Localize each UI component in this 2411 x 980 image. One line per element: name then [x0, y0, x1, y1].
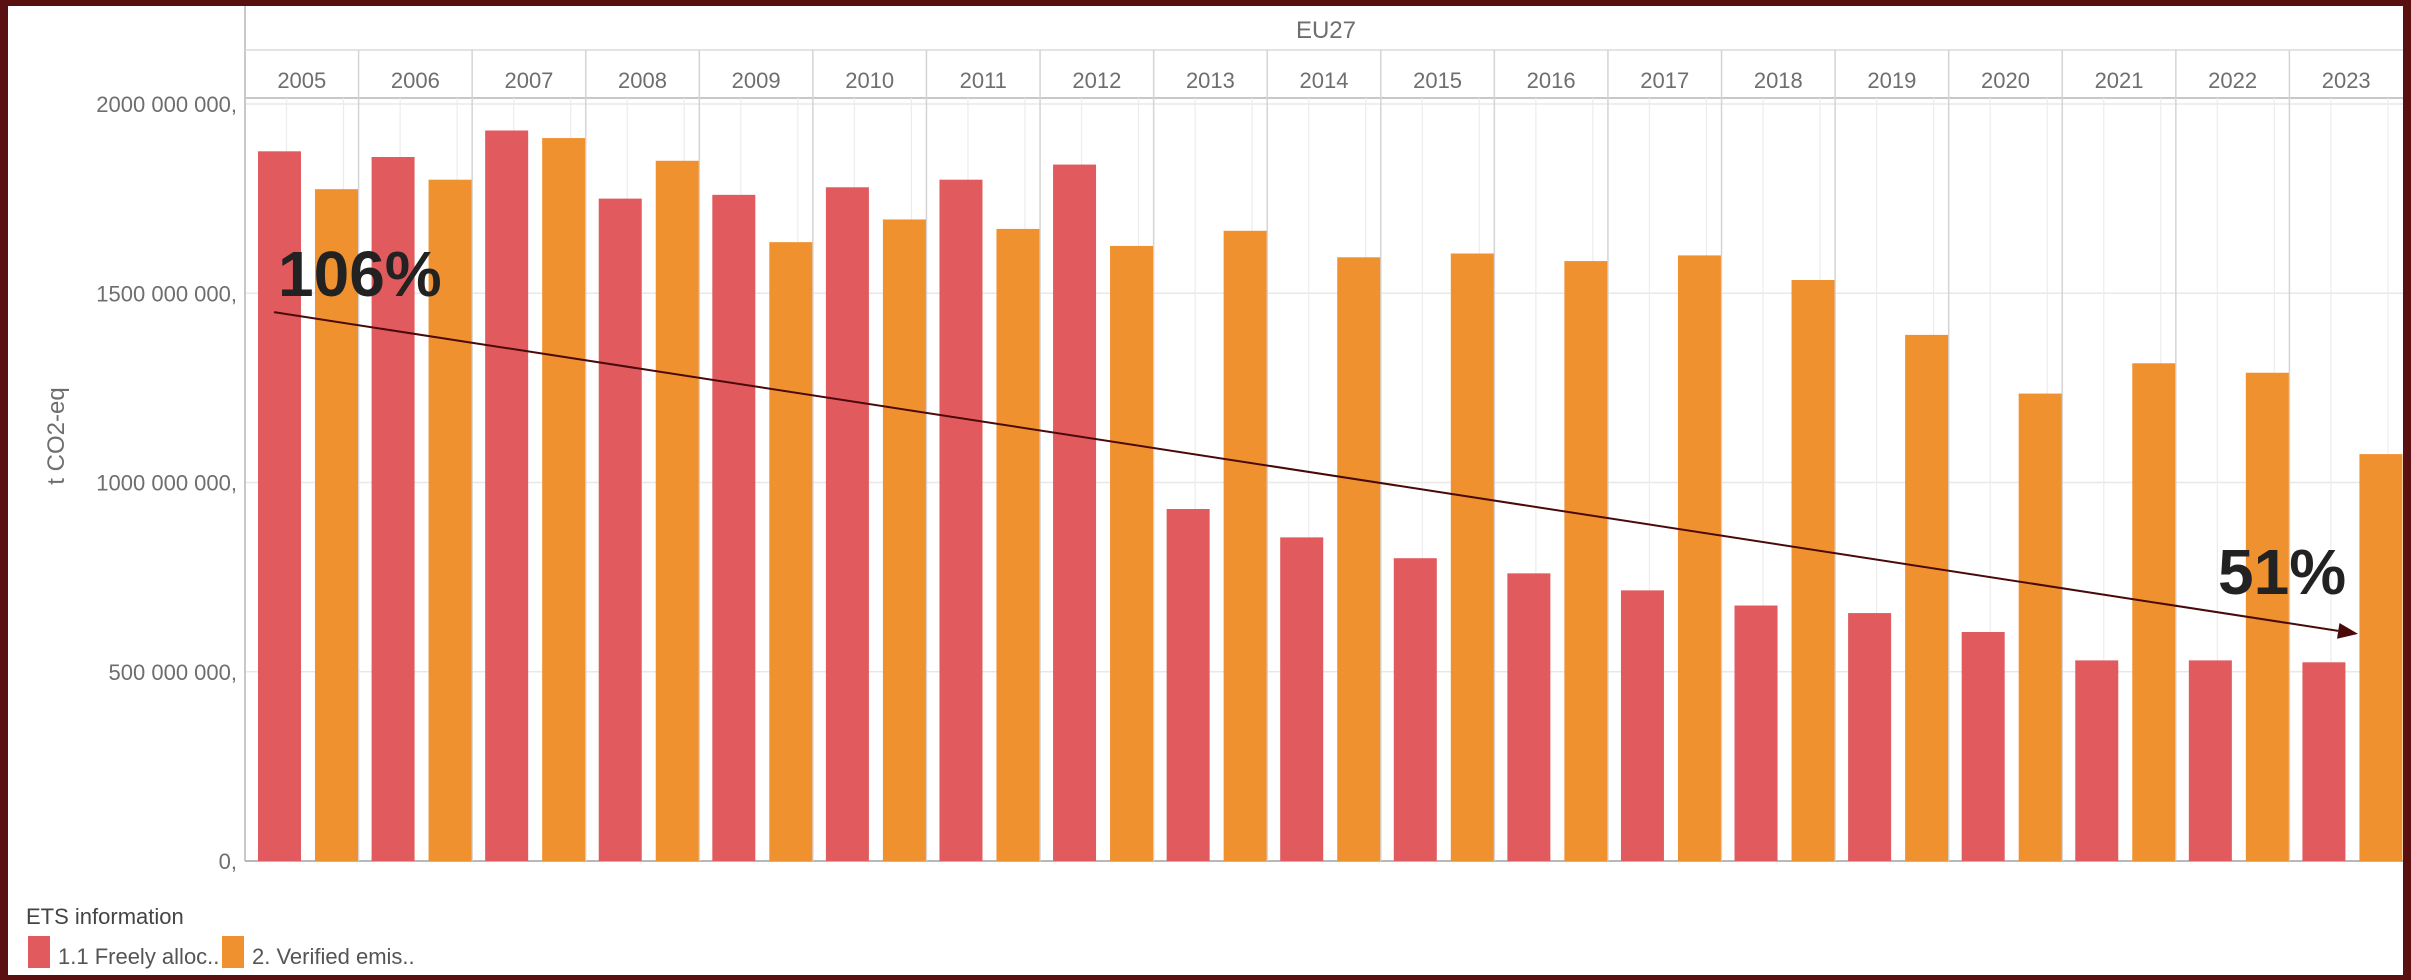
x-tick-label: 2020 — [1981, 68, 2030, 93]
bar-verified-emissions — [769, 242, 813, 862]
bar-verified-emissions — [996, 228, 1040, 861]
bar-verified-emissions — [1337, 257, 1381, 861]
y-tick-label: 1000 000 000, — [96, 471, 237, 496]
year-header: 2005 2006 2007 2008 2009 2010 2011 2012 2013 2014… — [277, 68, 2370, 93]
bar-freely-allocated — [1734, 605, 1778, 861]
bar-verified-emissions — [2132, 363, 2176, 861]
bar-verified-emissions — [1791, 280, 1835, 861]
x-tick-label: 2012 — [1072, 68, 1121, 93]
legend-label: 2. Verified emis.. — [252, 944, 415, 969]
bar-freely-allocated — [598, 198, 642, 861]
bar-verified-emissions — [1223, 230, 1267, 862]
bar-freely-allocated — [1620, 590, 1664, 861]
bar-verified-emissions — [1110, 245, 1154, 861]
x-tick-label: 2014 — [1300, 68, 1349, 93]
x-tick-label: 2017 — [1640, 68, 1689, 93]
x-tick-label: 2006 — [391, 68, 440, 93]
bar-verified-emissions — [1564, 261, 1608, 861]
bar-verified-emissions — [1450, 253, 1494, 861]
bar-freely-allocated — [1280, 537, 1324, 861]
trend-arrow-head — [2337, 622, 2358, 639]
bar-freely-allocated — [1848, 613, 1892, 861]
legend-title: ETS information — [26, 904, 184, 929]
bar-freely-allocated — [1166, 508, 1210, 861]
annotation-end: 51% — [2218, 536, 2346, 608]
x-tick-label: 2009 — [732, 68, 781, 93]
x-tick-label: 2016 — [1527, 68, 1576, 93]
bar-freely-allocated — [2302, 662, 2346, 861]
x-tick-label: 2019 — [1867, 68, 1916, 93]
bar-chart: 2005 2006 2007 2008 2009 2010 2011 2012 2013 2014… — [26, 6, 2403, 969]
bar-freely-allocated — [1053, 164, 1097, 861]
legend-items: 1.1 Freely alloc.. 2. Verified emis.. — [28, 936, 415, 969]
bar-freely-allocated — [2188, 660, 2232, 861]
legend-swatch — [28, 936, 50, 968]
bar-freely-allocated — [939, 179, 983, 861]
bar-freely-allocated — [258, 151, 301, 861]
bar-freely-allocated — [825, 187, 869, 861]
bar-verified-emissions — [2359, 454, 2403, 861]
trend-arrow — [273, 311, 2339, 632]
y-tick-label: 500 000 000, — [109, 660, 237, 685]
legend-swatch — [222, 936, 244, 968]
bar-freely-allocated — [1961, 632, 2005, 861]
x-tick-label: 2013 — [1186, 68, 1235, 93]
bar-verified-emissions — [655, 160, 699, 861]
x-tick-label: 2011 — [960, 68, 1007, 93]
bar-freely-allocated — [485, 130, 529, 861]
chart-title: EU27 — [1296, 17, 1356, 44]
bar-verified-emissions — [542, 138, 586, 861]
y-tick-label: 1500 000 000, — [96, 281, 237, 306]
annotations: 106% 51% — [273, 238, 2358, 639]
legend-label: 1.1 Freely alloc.. — [58, 944, 219, 969]
bar-verified-emissions — [428, 179, 472, 861]
bar-verified-emissions — [882, 219, 926, 861]
chart-frame: 2005 2006 2007 2008 2009 2010 2011 2012 2013 2014… — [8, 6, 2403, 975]
bar-freely-allocated — [712, 194, 756, 862]
annotation-start: 106% — [278, 238, 442, 310]
x-tick-label: 2021 — [2095, 68, 2144, 93]
bar-verified-emissions — [1677, 255, 1721, 861]
bar-freely-allocated — [2075, 660, 2119, 861]
x-tick-label: 2022 — [2208, 68, 2257, 93]
y-axis: 0, 500 000 000, 1000 000 000, 1500 000 000,… — [96, 92, 237, 874]
x-tick-label: 2008 — [618, 68, 667, 93]
y-tick-label: 0, — [219, 849, 237, 874]
x-tick-label: 2023 — [2322, 68, 2371, 93]
y-tick-label: 2000 000 000, — [96, 92, 237, 117]
y-axis-label: t CO2-eq — [43, 387, 70, 484]
bar-freely-allocated — [1507, 573, 1551, 861]
legend: ETS information 1.1 Freely alloc.. 2. Ver… — [26, 904, 415, 969]
bar-freely-allocated — [371, 156, 415, 862]
x-tick-label: 2005 — [277, 68, 326, 93]
bar-verified-emissions — [1905, 334, 1949, 861]
bar-verified-emissions — [315, 189, 358, 862]
bar-verified-emissions — [2018, 393, 2062, 861]
x-tick-label: 2015 — [1413, 68, 1462, 93]
bar-freely-allocated — [1393, 558, 1437, 861]
x-tick-label: 2018 — [1754, 68, 1803, 93]
x-tick-label: 2007 — [504, 68, 553, 93]
x-tick-label: 2010 — [845, 68, 894, 93]
bars — [258, 130, 2403, 862]
